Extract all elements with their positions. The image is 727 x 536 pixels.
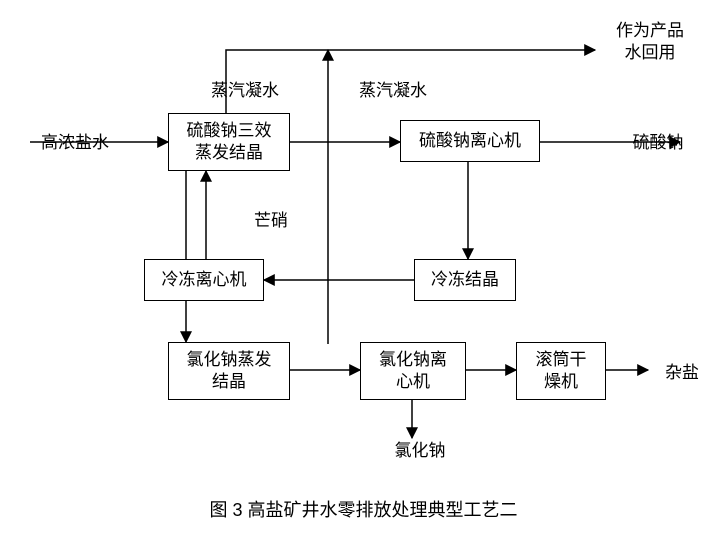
- node-n3: 冷冻离心机: [144, 259, 264, 301]
- label-t_nacl: 氯化钠: [380, 440, 460, 462]
- label-t_mx: 芒硝: [246, 210, 296, 232]
- node-n7: 滚筒干 燥机: [516, 342, 606, 400]
- label-t_in: 高浓盐水: [30, 132, 120, 154]
- node-n2: 硫酸钠离心机: [400, 120, 540, 162]
- label-t_salt: 杂盐: [652, 362, 712, 384]
- node-n6: 氯化钠离 心机: [360, 342, 466, 400]
- label-t_out1: 作为产品 水回用: [600, 20, 700, 64]
- flowchart-canvas: 硫酸钠三效 蒸发结晶 硫酸钠离心机冷冻离心机 冷冻结晶氯化钠蒸发 结晶 氯化钠离 心机…: [0, 0, 727, 536]
- node-n5: 氯化钠蒸发 结晶: [168, 342, 290, 400]
- label-t_naso: 硫酸钠: [618, 132, 698, 154]
- node-n4: 冷冻结晶: [414, 259, 516, 301]
- label-t_sv1: 蒸汽凝水: [200, 80, 290, 102]
- label-t_sv2: 蒸汽凝水: [348, 80, 438, 102]
- node-n1: 硫酸钠三效 蒸发结晶: [168, 113, 290, 171]
- figure-caption: 图 3 高盐矿井水零排放处理典型工艺二: [0, 496, 727, 522]
